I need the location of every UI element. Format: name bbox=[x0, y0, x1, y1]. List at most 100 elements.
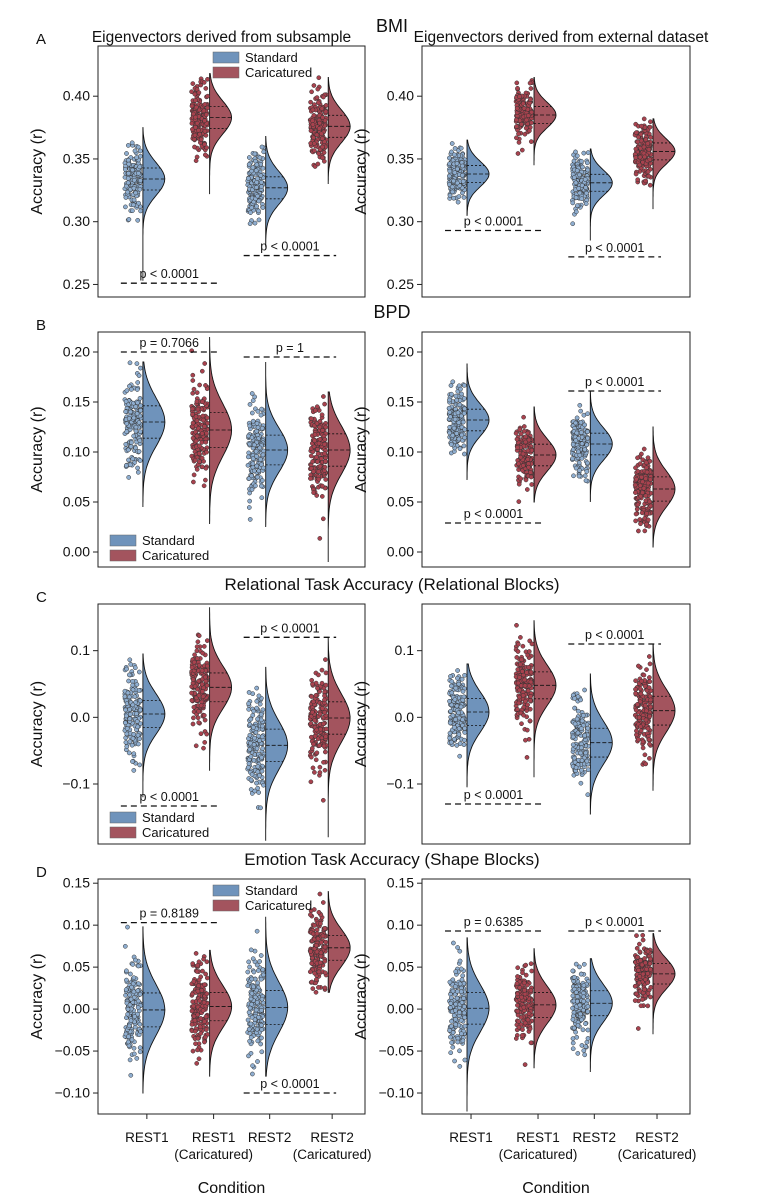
data-point bbox=[129, 140, 135, 146]
data-point bbox=[633, 511, 639, 517]
data-point bbox=[203, 477, 208, 483]
data-point bbox=[573, 195, 579, 201]
data-point bbox=[448, 683, 454, 689]
data-point bbox=[448, 708, 454, 714]
series-3-standard bbox=[570, 391, 613, 503]
data-point bbox=[193, 1041, 198, 1047]
data-point bbox=[124, 388, 130, 393]
data-point bbox=[200, 1008, 206, 1013]
data-point bbox=[136, 420, 142, 425]
data-point bbox=[528, 470, 533, 475]
data-point bbox=[578, 780, 584, 786]
data-point bbox=[575, 708, 581, 714]
data-point bbox=[453, 393, 459, 399]
data-point bbox=[259, 1007, 264, 1013]
data-point bbox=[125, 690, 131, 696]
data-point bbox=[248, 947, 254, 953]
y-axis-title: Accuracy (r) bbox=[29, 681, 46, 767]
data-point bbox=[257, 445, 263, 451]
data-point bbox=[249, 990, 255, 996]
data-point bbox=[137, 395, 143, 401]
data-point bbox=[190, 961, 196, 966]
data-point bbox=[191, 1013, 197, 1019]
data-point bbox=[310, 459, 315, 464]
data-point bbox=[458, 704, 464, 710]
data-point bbox=[582, 177, 588, 182]
data-point bbox=[189, 690, 194, 696]
data-point bbox=[135, 724, 141, 730]
data-point bbox=[192, 114, 198, 120]
data-point bbox=[205, 93, 210, 99]
data-point bbox=[455, 668, 460, 673]
data-point bbox=[130, 702, 136, 708]
data-point bbox=[190, 390, 196, 396]
data-point bbox=[314, 750, 320, 756]
data-point bbox=[317, 891, 323, 897]
data-point bbox=[454, 161, 460, 166]
data-point bbox=[314, 727, 320, 733]
data-point bbox=[134, 1056, 140, 1061]
data-point bbox=[462, 725, 468, 731]
data-point bbox=[130, 167, 135, 173]
data-point bbox=[247, 441, 253, 447]
data-point bbox=[312, 432, 318, 438]
data-point bbox=[191, 386, 197, 392]
data-point bbox=[255, 1059, 260, 1064]
data-point bbox=[195, 988, 201, 994]
data-point bbox=[319, 483, 325, 489]
data-point bbox=[246, 433, 251, 439]
data-point bbox=[320, 136, 325, 141]
y-tick-label: −0.1 bbox=[386, 776, 414, 792]
p-value-label: p < 0.0001 bbox=[140, 267, 199, 281]
data-point bbox=[518, 662, 523, 667]
data-point bbox=[638, 493, 643, 499]
data-point bbox=[577, 172, 582, 178]
data-point bbox=[518, 635, 523, 640]
data-point bbox=[249, 487, 255, 492]
data-point bbox=[579, 745, 584, 751]
data-point bbox=[133, 428, 139, 434]
legend-swatch-caricatured bbox=[212, 66, 240, 79]
data-point bbox=[259, 755, 265, 760]
data-point bbox=[129, 984, 134, 990]
data-point bbox=[253, 1007, 259, 1013]
data-point bbox=[189, 1008, 195, 1014]
data-point bbox=[527, 128, 532, 134]
data-point bbox=[131, 433, 137, 439]
data-point bbox=[126, 161, 132, 167]
data-point bbox=[204, 731, 210, 737]
data-point bbox=[636, 663, 641, 669]
y-tick-label: 0.05 bbox=[63, 959, 90, 975]
data-point bbox=[255, 474, 260, 480]
data-point bbox=[582, 733, 588, 738]
data-point bbox=[574, 415, 580, 421]
data-point bbox=[640, 479, 645, 485]
data-point bbox=[190, 81, 196, 86]
data-point bbox=[315, 100, 321, 106]
data-point bbox=[133, 404, 139, 410]
data-point bbox=[196, 451, 202, 456]
data-point bbox=[259, 1049, 265, 1055]
data-point bbox=[128, 662, 134, 667]
data-point bbox=[260, 165, 266, 171]
data-point bbox=[323, 682, 329, 688]
data-point bbox=[310, 709, 315, 715]
data-point bbox=[514, 436, 520, 442]
data-point bbox=[637, 461, 643, 467]
data-point bbox=[523, 434, 529, 440]
data-point bbox=[316, 476, 322, 482]
data-point bbox=[645, 141, 651, 146]
data-point bbox=[584, 469, 590, 474]
data-point bbox=[191, 1003, 196, 1009]
data-point bbox=[254, 203, 259, 209]
half-violin bbox=[327, 637, 351, 838]
y-tick-label: 0.30 bbox=[387, 213, 414, 229]
data-point bbox=[200, 650, 206, 656]
data-point bbox=[647, 124, 653, 130]
data-point bbox=[245, 454, 251, 460]
data-point bbox=[314, 404, 320, 410]
p-value-label: p < 0.0001 bbox=[464, 788, 523, 802]
data-point bbox=[637, 162, 643, 168]
